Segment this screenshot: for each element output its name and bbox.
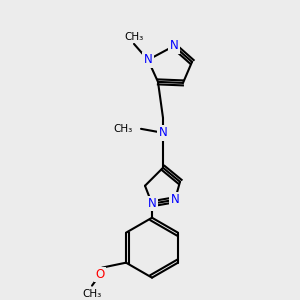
Text: N: N	[148, 197, 156, 210]
Text: CH₃: CH₃	[82, 289, 102, 298]
Text: N: N	[171, 193, 179, 206]
Text: N: N	[144, 53, 152, 66]
Text: O: O	[95, 268, 105, 281]
Text: N: N	[159, 126, 167, 139]
Text: N: N	[169, 39, 178, 52]
Text: CH₃: CH₃	[124, 32, 144, 42]
Text: CH₃: CH₃	[114, 124, 133, 134]
